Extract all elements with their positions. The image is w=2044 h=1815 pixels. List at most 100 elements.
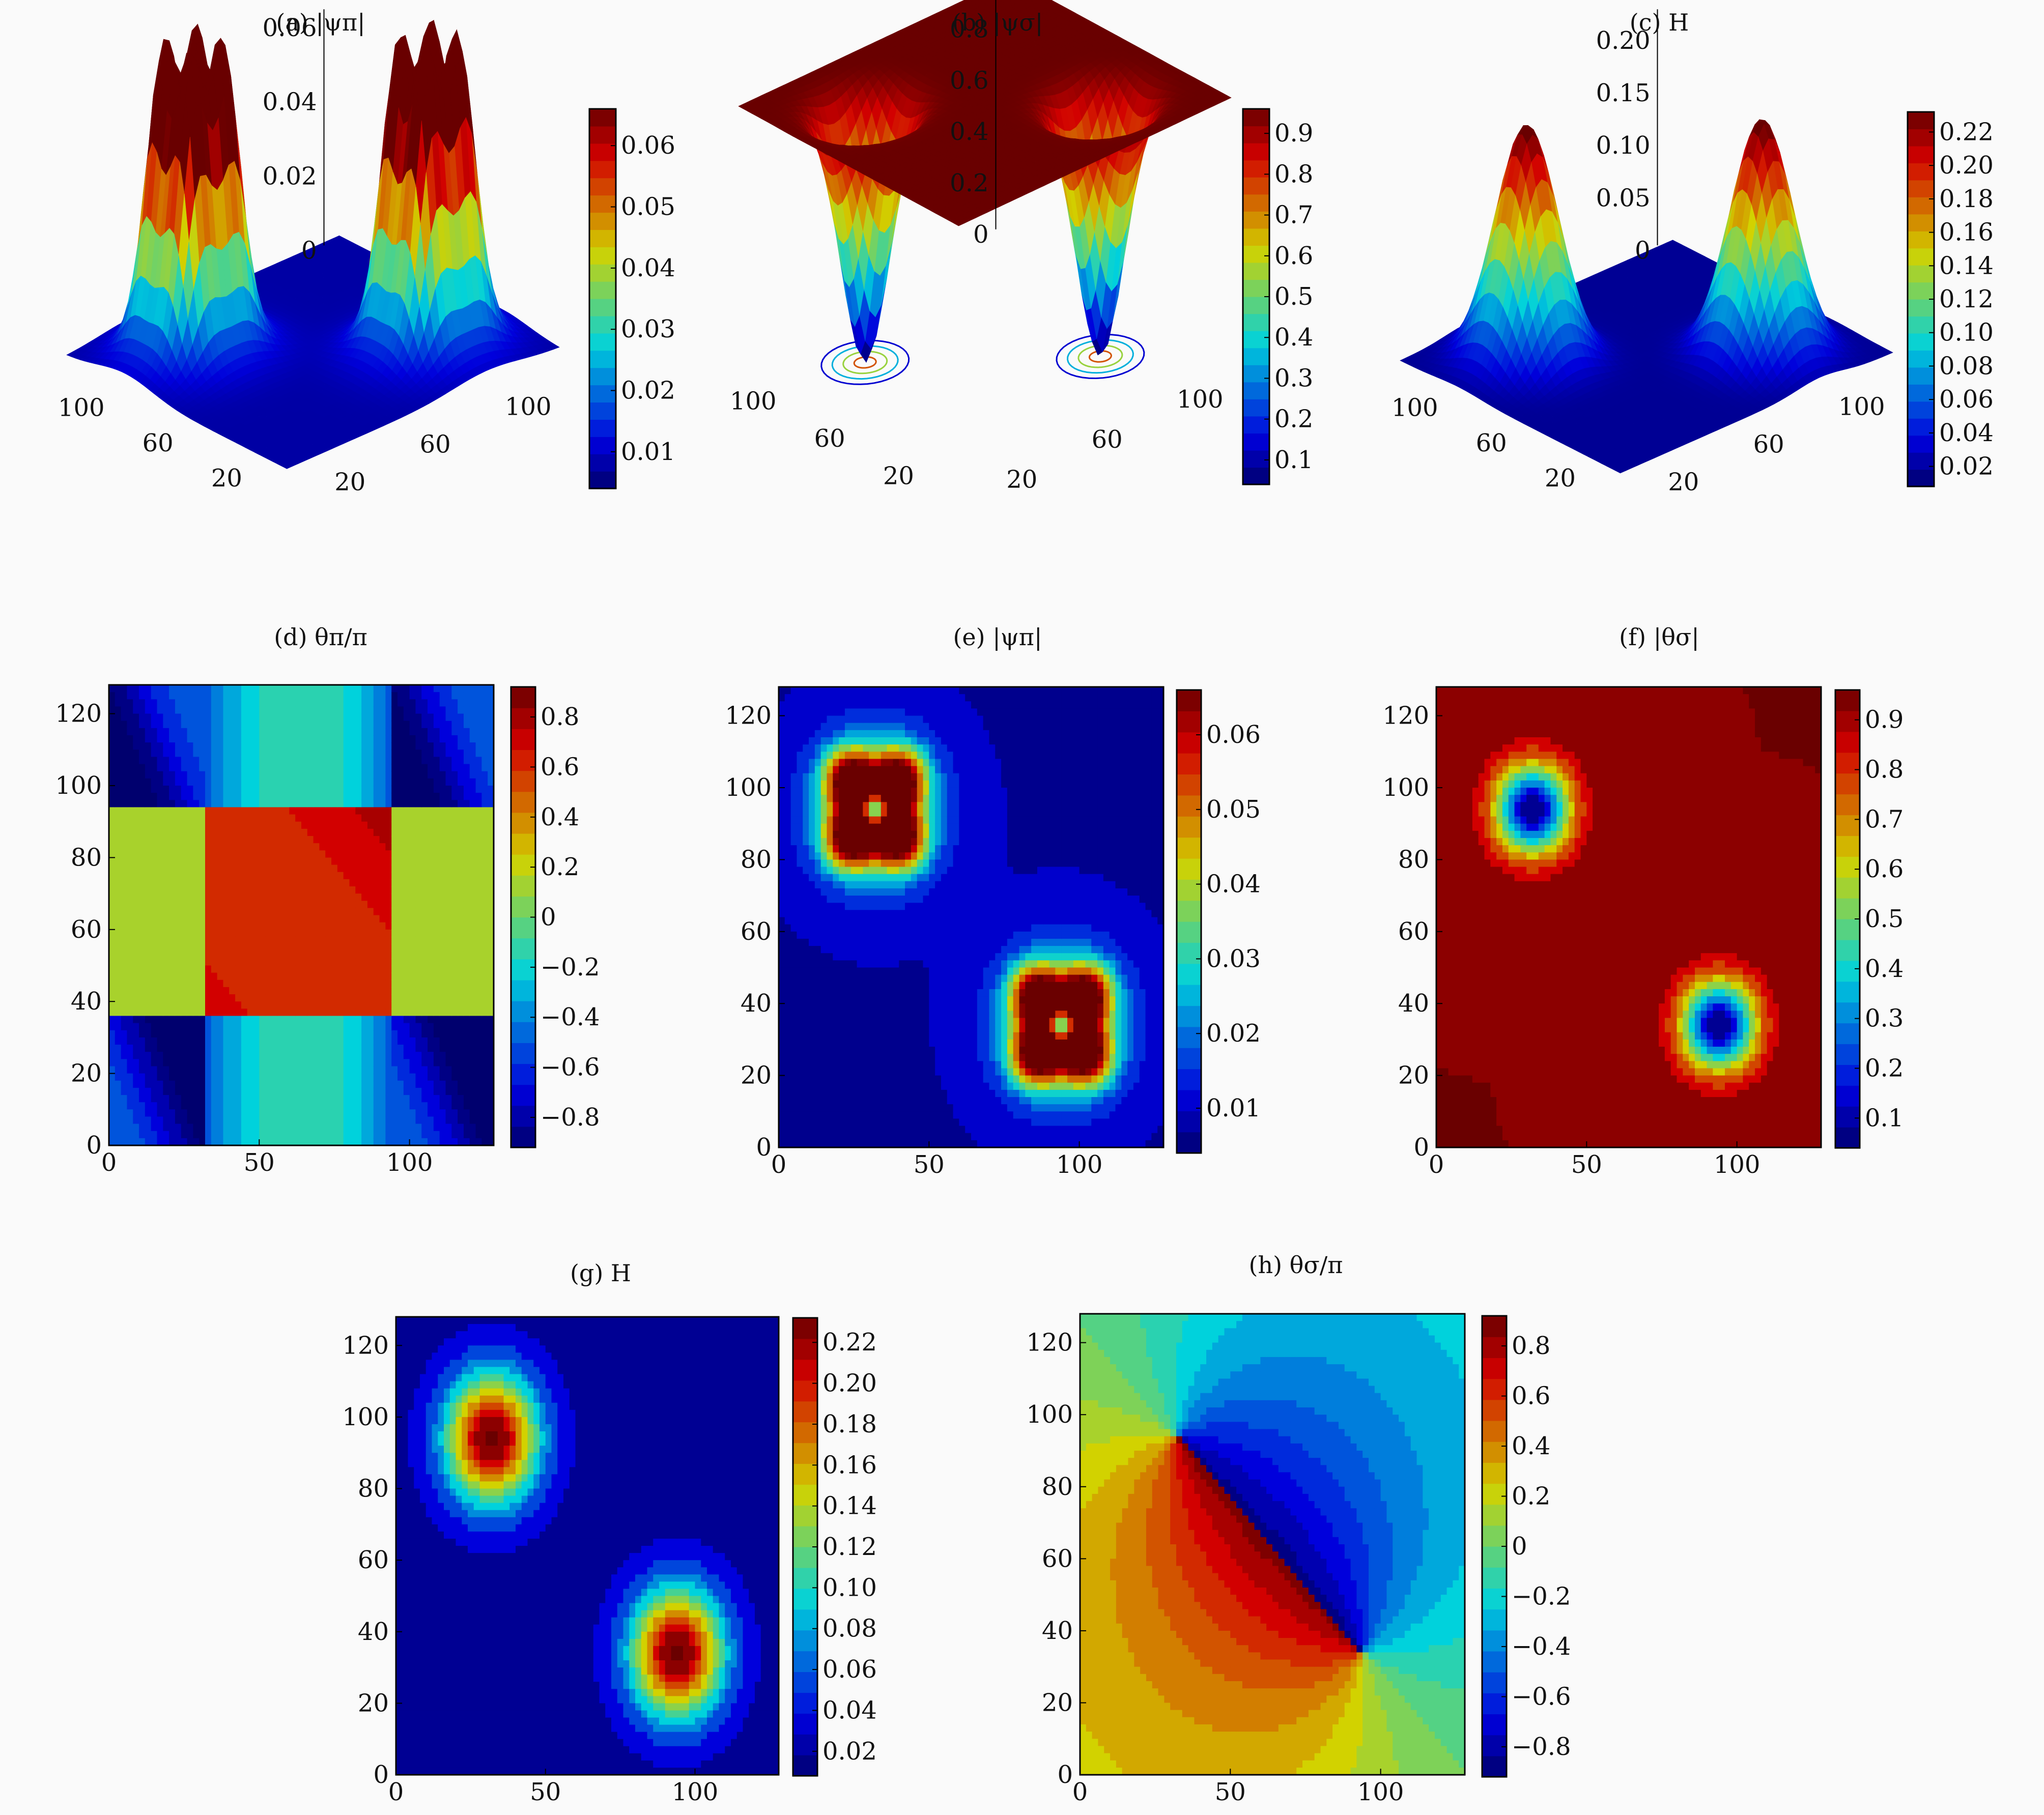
panel-c: 00.050.100.150.20206010020601000.220.200… [1392, 9, 1994, 496]
panel-a: 00.020.040.06206010020601000.060.050.040… [58, 9, 675, 496]
colorbar-tick-label: −0.6 [1512, 1682, 1571, 1711]
x-tick-label: 50 [1571, 1150, 1602, 1179]
panel-a-colorbar: 0.060.050.040.030.020.01 [589, 109, 675, 489]
colorbar-tick-label: 0.8 [1512, 1332, 1550, 1360]
colorbar-tick-label: 0.08 [1939, 352, 1994, 380]
y-tick-label: 0 [1057, 1761, 1073, 1789]
colorbar-tick-label: 0.1 [1274, 446, 1313, 474]
colorbar-tick-label: 0.02 [1939, 452, 1994, 481]
x-tick-label: 100 [1714, 1150, 1761, 1179]
colorbar-tick-label: 0.6 [1274, 242, 1313, 270]
x-tick-label: 100 [1056, 1150, 1103, 1179]
y-tick-label: 40 [1042, 1617, 1073, 1645]
heatmap-image [1436, 687, 1822, 1148]
heatmap-image [109, 685, 494, 1146]
x-tick-label: 20 [1668, 468, 1699, 496]
heatmap-image [779, 687, 1164, 1148]
colorbar-tick-label: −0.2 [541, 953, 600, 982]
colorbar-tick-label: 0.06 [1206, 721, 1261, 749]
y-tick-label: 80 [358, 1475, 389, 1503]
panel-f-colorbar: 0.90.80.70.60.50.40.30.20.1 [1835, 690, 1904, 1148]
colorbar-tick-label: −0.8 [541, 1103, 600, 1132]
x-tick-label: 50 [914, 1150, 945, 1179]
colorbar-tick-label: 0.2 [1865, 1054, 1904, 1082]
colorbar-tick-label: 0.06 [1939, 385, 1994, 414]
x-tick-label: 0 [771, 1150, 787, 1179]
colorbar-tick-label: −0.4 [541, 1003, 600, 1031]
y-tick-label: 120 [342, 1331, 389, 1360]
y-tick-label: 40 [71, 987, 102, 1016]
z-tick-label: 0.15 [1596, 79, 1651, 107]
y-tick-label: 100 [1392, 394, 1438, 422]
x-tick-label: 0 [1429, 1150, 1444, 1179]
colorbar-tick-label: 0.02 [621, 376, 675, 405]
heatmap-image [396, 1317, 779, 1775]
colorbar-tick-label: 0.6 [541, 753, 579, 781]
y-tick-label: 40 [358, 1618, 389, 1646]
x-tick-label: 100 [1357, 1778, 1404, 1806]
z-tick-label: 0.05 [1596, 184, 1651, 212]
colorbar-tick-label: 0.8 [541, 703, 579, 731]
colorbar-tick-label: 0.12 [1939, 285, 1994, 313]
colorbar-tick-label: 0.02 [1206, 1019, 1261, 1048]
colorbar-tick-label: 0.03 [1206, 944, 1261, 973]
colorbar-tick-label: 0.9 [1274, 119, 1313, 148]
colorbar-tick-label: 0.05 [1206, 795, 1261, 824]
colorbar-tick-label: 0.7 [1865, 805, 1904, 833]
colorbar-tick-label: 0.4 [1865, 955, 1904, 983]
y-tick-label: 60 [143, 429, 174, 457]
x-tick-label: 20 [1006, 466, 1037, 494]
x-tick-label: 60 [420, 430, 451, 458]
colorbar-tick-label: 0.9 [1865, 706, 1904, 734]
z-tick-label: 0.10 [1596, 131, 1651, 160]
panel-c-colorbar: 0.220.200.180.160.140.120.100.080.060.04… [1908, 112, 1994, 487]
y-tick-label: 100 [725, 773, 772, 802]
panel-b-colorbar: 0.90.80.70.60.50.40.30.20.1 [1243, 109, 1313, 485]
colorbar-tick-label: 0 [1512, 1532, 1527, 1561]
y-tick-label: 0 [756, 1133, 772, 1162]
y-tick-label: 80 [1398, 845, 1429, 874]
colorbar-tick-label: 0.2 [1512, 1482, 1550, 1511]
colorbar-tick-label: 0.01 [621, 438, 675, 466]
panel-title: (e) |ψπ| [953, 623, 1042, 651]
colorbar-tick-label: 0.04 [1939, 419, 1994, 447]
panel-title: (h) θσ/π [1249, 1251, 1343, 1279]
colorbar-tick-label: 0.5 [1274, 282, 1313, 311]
y-tick-label: 60 [1398, 917, 1429, 946]
colorbar-tick-label: 0.20 [1939, 151, 1994, 180]
panel-title: (f) |θσ| [1619, 623, 1699, 651]
colorbar-tick-label: 0.2 [541, 853, 579, 881]
x-tick-label: 50 [530, 1778, 561, 1806]
colorbar-tick-label: 0.05 [621, 193, 675, 221]
colorbar-tick-label: 0.18 [1939, 185, 1994, 213]
x-tick-label: 100 [505, 392, 552, 421]
y-tick-label: 80 [1042, 1473, 1073, 1501]
y-tick-label: 40 [741, 989, 772, 1018]
y-tick-label: 120 [1382, 702, 1429, 730]
y-tick-label: 20 [1545, 464, 1576, 493]
surface [1400, 120, 1893, 473]
colorbar-tick-label: 0.18 [822, 1410, 877, 1438]
y-tick-label: 20 [358, 1689, 389, 1717]
heatmap-image [1080, 1314, 1465, 1775]
colorbar-tick-label: −0.2 [1512, 1582, 1571, 1610]
y-tick-label: 100 [342, 1403, 389, 1431]
colorbar-tick-label: 0.7 [1274, 201, 1313, 229]
x-tick-label: 50 [244, 1148, 275, 1177]
y-tick-label: 120 [725, 702, 772, 730]
y-tick-label: 100 [1026, 1400, 1073, 1429]
colorbar-tick-label: 0.6 [1865, 855, 1904, 883]
colorbar-tick-label: 0.04 [1206, 870, 1261, 899]
y-tick-label: 100 [730, 387, 777, 415]
colorbar-tick-label: 0.06 [822, 1655, 877, 1684]
colorbar-tick-label: 0.8 [1865, 756, 1904, 784]
colorbar-tick-label: 0.02 [822, 1737, 877, 1766]
colorbar-tick-label: 0.2 [1274, 405, 1313, 434]
colorbar-tick-label: 0.04 [621, 254, 675, 282]
colorbar-tick-label: 0.20 [822, 1369, 877, 1398]
x-tick-label: 20 [334, 468, 365, 496]
colorbar-tick-label: 0.14 [822, 1492, 877, 1520]
